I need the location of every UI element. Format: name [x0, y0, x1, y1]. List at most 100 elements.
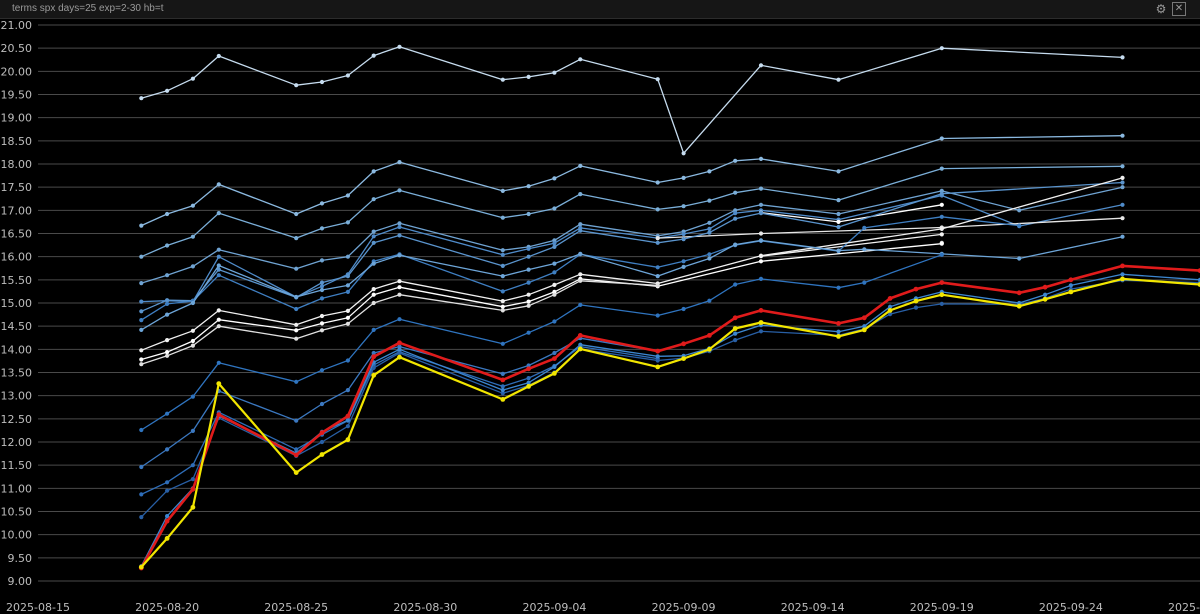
- data-point: [577, 333, 583, 338]
- data-point: [578, 228, 583, 233]
- data-point: [500, 391, 505, 396]
- data-point: [371, 234, 376, 239]
- data-point: [397, 292, 402, 297]
- chart-grid: [38, 24, 1200, 582]
- data-point: [939, 46, 944, 51]
- data-point: [371, 350, 376, 356]
- data-point: [397, 224, 402, 230]
- data-point: [526, 376, 531, 381]
- series-line: [140, 273, 1200, 567]
- data-point: [500, 397, 506, 402]
- data-point: [1197, 277, 1200, 282]
- series-line: [141, 243, 942, 361]
- data-point: [216, 308, 221, 313]
- data-point: [577, 346, 583, 352]
- data-point: [707, 198, 712, 203]
- data-point: [500, 215, 505, 220]
- data-point: [1120, 263, 1125, 269]
- data-point: [165, 273, 170, 278]
- data-point: [500, 384, 505, 389]
- data-point: [319, 284, 325, 289]
- data-point: [319, 226, 325, 231]
- data-point: [293, 452, 299, 458]
- data-point: [139, 348, 144, 353]
- data-point: [216, 254, 221, 259]
- data-point: [939, 301, 944, 306]
- data-point: [1120, 185, 1125, 190]
- y-tick-label: 10.00: [1, 529, 33, 542]
- data-point: [397, 253, 402, 258]
- data-point: [190, 343, 195, 348]
- data-point: [733, 331, 738, 336]
- data-point: [345, 388, 350, 393]
- data-point: [707, 252, 712, 257]
- data-point: [190, 504, 196, 510]
- data-point: [1120, 180, 1125, 185]
- data-point: [526, 363, 531, 368]
- data-point: [758, 211, 764, 216]
- data-point: [836, 219, 841, 224]
- data-point: [1197, 268, 1200, 273]
- data-point: [552, 282, 557, 287]
- data-point: [887, 296, 893, 301]
- data-point: [139, 357, 144, 362]
- data-point: [1120, 272, 1125, 277]
- y-tick-label: 12.00: [1, 436, 33, 449]
- data-point: [1043, 292, 1048, 297]
- gear-icon[interactable]: ⚙: [1155, 2, 1167, 16]
- data-point: [552, 270, 557, 275]
- data-point: [294, 418, 299, 423]
- data-point: [216, 412, 222, 418]
- data-point: [397, 347, 402, 352]
- data-point: [216, 381, 222, 386]
- data-point: [165, 350, 170, 355]
- data-point: [836, 334, 841, 339]
- data-point: [500, 289, 505, 294]
- data-point: [836, 77, 841, 82]
- data-point: [139, 281, 144, 286]
- data-point: [319, 287, 325, 293]
- data-point: [371, 261, 376, 266]
- close-icon[interactable]: ✕: [1172, 2, 1186, 16]
- x-tick-label: 2025-09-09: [652, 601, 716, 614]
- y-tick-label: 18.00: [1, 158, 33, 171]
- data-point: [913, 298, 919, 304]
- data-point: [397, 160, 402, 165]
- data-point: [939, 191, 944, 196]
- series-20: [139, 272, 1200, 569]
- data-point: [294, 379, 299, 384]
- series-8: [758, 232, 944, 259]
- data-point: [913, 286, 919, 292]
- data-point: [397, 285, 402, 290]
- data-point: [655, 180, 660, 185]
- data-point: [165, 243, 170, 248]
- data-point: [139, 492, 144, 497]
- data-point: [294, 294, 299, 300]
- data-point: [1120, 234, 1125, 239]
- data-point: [655, 364, 661, 370]
- data-point: [552, 206, 557, 211]
- data-point: [1017, 208, 1022, 213]
- data-point: [345, 413, 351, 419]
- data-point: [733, 158, 738, 163]
- data-point: [165, 514, 170, 519]
- data-point: [139, 96, 144, 101]
- data-point: [319, 321, 325, 326]
- data-point: [758, 63, 764, 68]
- data-point: [139, 309, 144, 314]
- data-point: [681, 237, 686, 242]
- x-tick-label: 2025-08-20: [135, 601, 199, 614]
- data-point: [397, 44, 402, 49]
- data-point: [319, 368, 325, 373]
- data-point: [707, 346, 712, 352]
- data-point: [655, 265, 660, 270]
- data-point: [397, 354, 402, 360]
- data-point: [1042, 284, 1048, 290]
- series-19: [139, 278, 1200, 520]
- data-point: [371, 327, 376, 332]
- y-tick-label: 19.00: [1, 112, 33, 125]
- data-point: [862, 324, 867, 329]
- data-point: [345, 73, 350, 78]
- data-point: [836, 248, 841, 253]
- data-point: [1120, 164, 1125, 169]
